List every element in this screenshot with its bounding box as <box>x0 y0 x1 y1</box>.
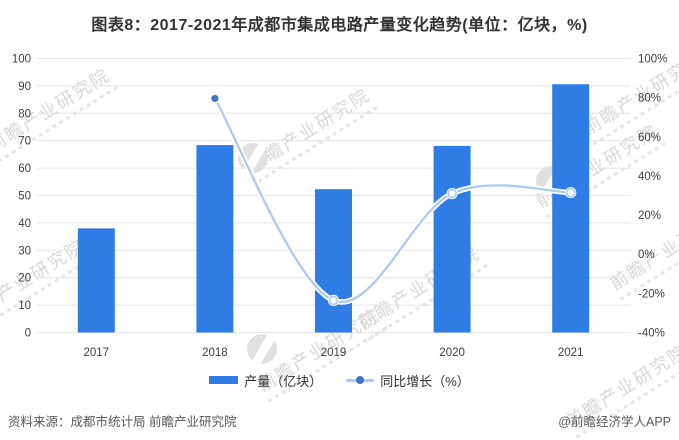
x-axis-label: 2018 <box>202 347 228 359</box>
footer: 资料来源：成都市统计局 前瞻产业研究院 @前瞻经济学人APP <box>8 411 671 430</box>
credit-text: @前瞻经济学人APP <box>558 415 671 429</box>
left-axis-tick-label: 40 <box>18 218 31 230</box>
left-axis-tick-label: 10 <box>18 300 31 312</box>
x-axis-label: 2021 <box>558 347 584 359</box>
right-axis-tick-label: -20% <box>638 288 665 300</box>
left-axis-tick-label: 100 <box>12 54 31 66</box>
x-axis-label: 2020 <box>439 347 465 359</box>
legend-item-growth: 同比增长（%） <box>346 371 470 390</box>
bar-swatch-icon <box>209 376 239 384</box>
legend-item-production: 产量（亿块） <box>209 371 322 390</box>
line-swatch-icon <box>346 376 375 384</box>
left-axis-tick-label: 90 <box>18 81 31 93</box>
right-axis-tick-label: 40% <box>638 171 661 183</box>
right-axis-tick-label: 60% <box>638 132 661 144</box>
growth-marker <box>328 295 339 306</box>
chart-title: 图表8：2017-2021年成都市集成电路产量变化趋势(单位：亿块，%) <box>91 17 588 34</box>
growth-marker <box>447 188 457 199</box>
growth-marker <box>211 94 219 103</box>
right-axis-tick-label: 100% <box>638 54 667 66</box>
left-axis-tick-label: 20 <box>18 273 31 285</box>
growth-line <box>213 97 572 304</box>
right-axis-tick-label: 0% <box>638 249 655 261</box>
left-axis-tick-label: 50 <box>18 191 31 203</box>
legend: 产量（亿块） 同比增长（%） <box>0 371 679 390</box>
right-axis-tick-label: -40% <box>638 328 665 340</box>
left-axis-tick-label: 30 <box>18 245 31 257</box>
left-axis-tick-label: 0 <box>25 328 31 340</box>
growth-line-casing <box>212 95 574 305</box>
line-dot-icon <box>356 376 365 384</box>
x-axis-label: 2017 <box>84 347 110 359</box>
left-axis-tick-label: 70 <box>18 136 31 148</box>
legend-label-growth: 同比增长（%） <box>380 373 470 389</box>
bar-2020 <box>433 145 471 333</box>
data-source-text: 资料来源：成都市统计局 前瞻产业研究院 <box>8 415 237 429</box>
bar-2018 <box>196 145 234 333</box>
right-axis-tick-label: 80% <box>638 93 661 105</box>
left-axis-tick-label: 60 <box>18 163 31 175</box>
bar-2017 <box>77 228 115 333</box>
left-axis-tick-label: 80 <box>18 108 31 120</box>
x-axis-label: 2019 <box>321 347 347 359</box>
bar-2021 <box>552 84 590 333</box>
legend-label-production: 产量（亿块） <box>244 373 323 389</box>
growth-marker <box>565 187 576 198</box>
bar-2019 <box>315 189 352 333</box>
right-axis-tick-label: 20% <box>638 210 661 222</box>
